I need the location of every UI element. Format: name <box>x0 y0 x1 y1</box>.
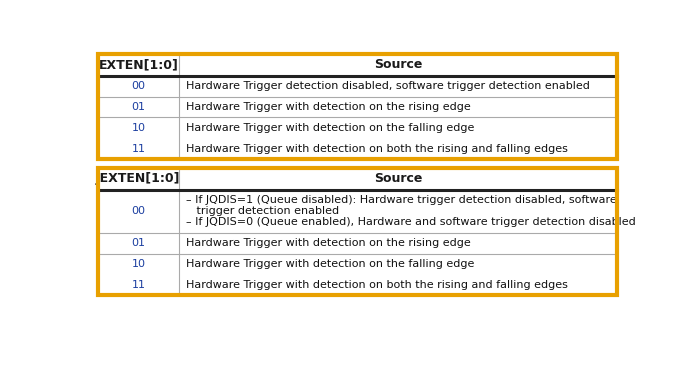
Text: Source: Source <box>374 173 422 186</box>
Text: Hardware Trigger with detection on both the rising and falling edges: Hardware Trigger with detection on both … <box>186 144 568 154</box>
Bar <box>98 54 617 159</box>
Text: Hardware Trigger with detection on the falling edge: Hardware Trigger with detection on the f… <box>186 259 475 269</box>
Text: 10: 10 <box>131 123 145 133</box>
Text: Source: Source <box>374 58 422 72</box>
Bar <box>98 54 617 159</box>
Text: 00: 00 <box>131 81 145 91</box>
Text: – If JQDIS=0 (Queue enabled), Hardware and software trigger detection disabled: – If JQDIS=0 (Queue enabled), Hardware a… <box>186 218 636 227</box>
Text: – If JQDIS=1 (Queue disabled): Hardware trigger detection disabled, software: – If JQDIS=1 (Queue disabled): Hardware … <box>186 195 617 205</box>
Text: trigger detection enabled: trigger detection enabled <box>186 206 339 216</box>
Bar <box>98 168 617 190</box>
Bar <box>98 168 617 295</box>
Text: Hardware Trigger detection disabled, software trigger detection enabled: Hardware Trigger detection disabled, sof… <box>186 81 591 91</box>
Text: 11: 11 <box>131 144 145 154</box>
Text: 10: 10 <box>131 259 145 269</box>
Bar <box>98 168 617 295</box>
Text: 00: 00 <box>131 206 145 216</box>
Text: Hardware Trigger with detection on the rising edge: Hardware Trigger with detection on the r… <box>186 238 471 248</box>
Text: Hardware Trigger with detection on the falling edge: Hardware Trigger with detection on the f… <box>186 123 475 133</box>
Text: 01: 01 <box>131 238 145 248</box>
Text: Hardware Trigger with detection on both the rising and falling edges: Hardware Trigger with detection on both … <box>186 280 568 290</box>
Text: 01: 01 <box>131 102 145 112</box>
Bar <box>98 54 617 76</box>
Text: JEXTEN[1:0]: JEXTEN[1:0] <box>96 173 181 186</box>
Text: 11: 11 <box>131 280 145 290</box>
Text: Hardware Trigger with detection on the rising edge: Hardware Trigger with detection on the r… <box>186 102 471 112</box>
Text: EXTEN[1:0]: EXTEN[1:0] <box>98 58 178 72</box>
